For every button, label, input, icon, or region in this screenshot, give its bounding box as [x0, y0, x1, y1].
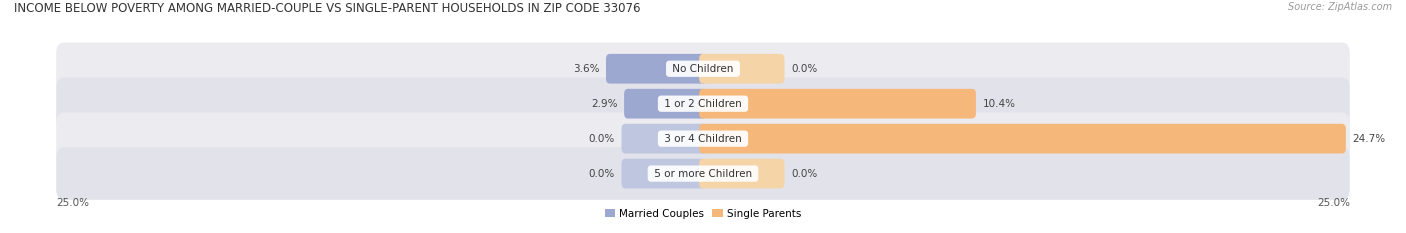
FancyBboxPatch shape — [56, 42, 1350, 95]
Text: INCOME BELOW POVERTY AMONG MARRIED-COUPLE VS SINGLE-PARENT HOUSEHOLDS IN ZIP COD: INCOME BELOW POVERTY AMONG MARRIED-COUPL… — [14, 2, 641, 15]
Text: 0.0%: 0.0% — [792, 64, 817, 74]
Text: 25.0%: 25.0% — [1317, 198, 1350, 208]
FancyBboxPatch shape — [56, 77, 1350, 130]
Text: 2.9%: 2.9% — [591, 99, 617, 109]
FancyBboxPatch shape — [699, 159, 785, 188]
FancyBboxPatch shape — [699, 89, 976, 119]
FancyBboxPatch shape — [606, 54, 707, 84]
Text: 0.0%: 0.0% — [792, 169, 817, 178]
Text: 0.0%: 0.0% — [589, 134, 614, 144]
FancyBboxPatch shape — [624, 89, 707, 119]
Text: 5 or more Children: 5 or more Children — [651, 169, 755, 178]
FancyBboxPatch shape — [699, 54, 785, 84]
Text: 1 or 2 Children: 1 or 2 Children — [661, 99, 745, 109]
FancyBboxPatch shape — [699, 124, 1346, 154]
Text: 25.0%: 25.0% — [56, 198, 89, 208]
Text: 3 or 4 Children: 3 or 4 Children — [661, 134, 745, 144]
FancyBboxPatch shape — [621, 159, 707, 188]
Text: 3.6%: 3.6% — [574, 64, 599, 74]
Text: Source: ZipAtlas.com: Source: ZipAtlas.com — [1288, 2, 1392, 12]
Text: 24.7%: 24.7% — [1353, 134, 1385, 144]
Text: 0.0%: 0.0% — [589, 169, 614, 178]
FancyBboxPatch shape — [56, 112, 1350, 165]
Text: No Children: No Children — [669, 64, 737, 74]
Legend: Married Couples, Single Parents: Married Couples, Single Parents — [600, 205, 806, 223]
Text: 10.4%: 10.4% — [983, 99, 1015, 109]
FancyBboxPatch shape — [621, 124, 707, 154]
FancyBboxPatch shape — [56, 147, 1350, 200]
